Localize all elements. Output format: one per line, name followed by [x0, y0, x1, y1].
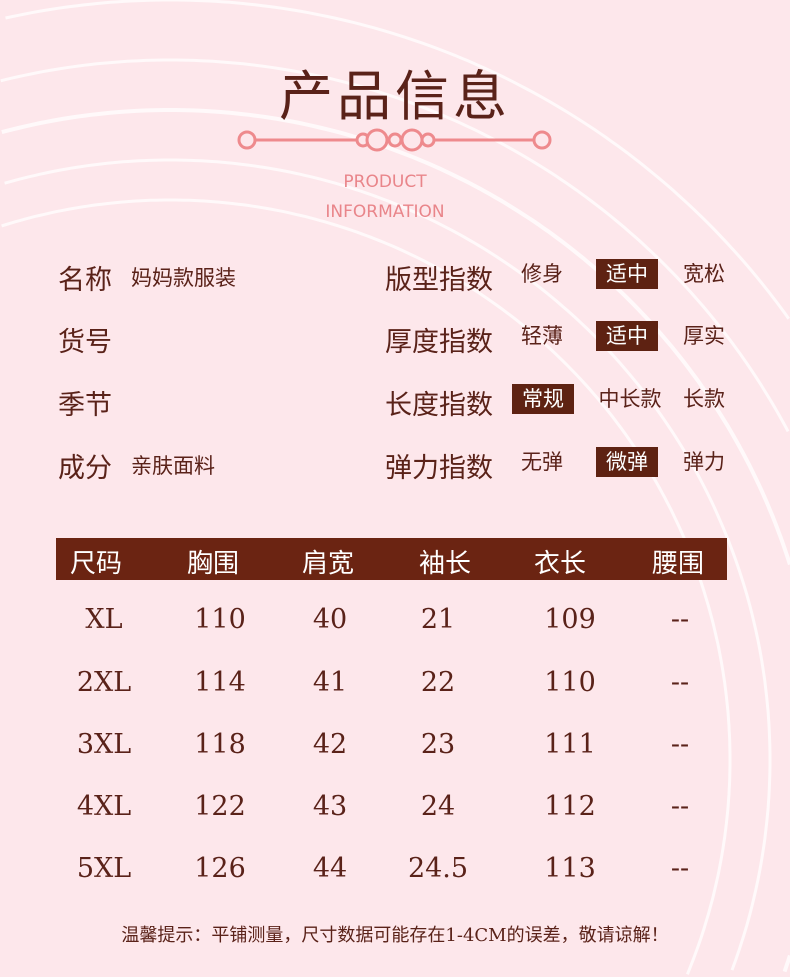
background-arc: [0, 58, 790, 433]
info-label: 成分: [58, 453, 112, 484]
table-cell: --: [670, 791, 690, 822]
table-cell: 110: [194, 604, 246, 635]
table-header-cell: 袖长: [418, 549, 471, 579]
ornament-divider: [237, 128, 552, 152]
index-option: 常规: [512, 384, 574, 414]
index-label: 厚度指数: [385, 327, 493, 358]
table-cell: 2XL: [76, 667, 132, 698]
table-cell: 44: [312, 853, 348, 884]
table-header-cell: 衣长: [533, 549, 586, 579]
table-cell: 42: [312, 729, 348, 760]
table-cell: 43: [312, 791, 348, 822]
background-arc: [5, 0, 790, 320]
table-cell: --: [670, 729, 690, 760]
table-cell: 109: [544, 604, 596, 635]
info-value: 亲肤面料: [131, 454, 215, 478]
table-header-cell: 胸围: [186, 549, 239, 579]
table-cell: 4XL: [76, 791, 132, 822]
index-option: 中长款: [598, 387, 662, 411]
table-cell: 24: [420, 791, 456, 822]
table-cell: 23: [420, 729, 456, 760]
table-cell: 40: [312, 604, 348, 635]
size-table-header: [56, 538, 727, 580]
index-label: 版型指数: [385, 265, 493, 296]
table-cell: 3XL: [76, 729, 132, 760]
table-header-cell: 肩宽: [301, 549, 354, 579]
table-cell: 21: [420, 604, 456, 635]
table-cell: 113: [544, 853, 596, 884]
index-option: 无弹: [521, 450, 563, 474]
index-option: 适中: [596, 321, 658, 351]
index-label: 弹力指数: [385, 453, 493, 484]
table-cell: --: [670, 853, 690, 884]
table-cell: 112: [544, 791, 596, 822]
subtitle-line-2: INFORMATION: [325, 202, 445, 222]
index-label: 长度指数: [385, 390, 493, 421]
table-cell: 24.5: [407, 853, 469, 884]
table-cell: 114: [194, 667, 246, 698]
table-cell: 122: [194, 791, 246, 822]
table-header-cell: 腰围: [651, 549, 704, 579]
info-label: 货号: [58, 327, 112, 358]
background-arc: [4, 158, 772, 971]
index-option: 修身: [521, 262, 563, 286]
table-cell: 118: [194, 729, 246, 760]
info-label: 季节: [58, 390, 112, 421]
index-option: 弹力: [683, 450, 725, 474]
table-cell: 5XL: [76, 853, 132, 884]
table-cell: 110: [544, 667, 596, 698]
measurement-note: 温馨提示：平铺测量，尺寸数据可能存在1-4CM的误差，敬请谅解！: [121, 925, 669, 946]
info-label: 名称: [58, 265, 112, 296]
background-arc: [1, 108, 790, 973]
subtitle-line-1: PRODUCT: [343, 172, 427, 192]
table-cell: 22: [420, 667, 456, 698]
table-cell: 111: [544, 729, 596, 760]
index-option: 长款: [683, 387, 725, 411]
page-title: 产品信息: [279, 65, 511, 128]
table-cell: XL: [85, 604, 123, 635]
table-cell: --: [670, 667, 690, 698]
index-option: 轻薄: [521, 324, 563, 348]
index-option: 宽松: [683, 262, 725, 286]
info-value: 妈妈款服装: [131, 266, 236, 290]
table-cell: 126: [194, 853, 246, 884]
background-arc: [1, 198, 732, 975]
index-option: 微弹: [596, 447, 658, 477]
index-option: 适中: [596, 259, 658, 289]
table-cell: 41: [312, 667, 348, 698]
table-cell: --: [670, 604, 690, 635]
index-option: 厚实: [683, 324, 725, 348]
table-header-cell: 尺码: [69, 549, 122, 579]
